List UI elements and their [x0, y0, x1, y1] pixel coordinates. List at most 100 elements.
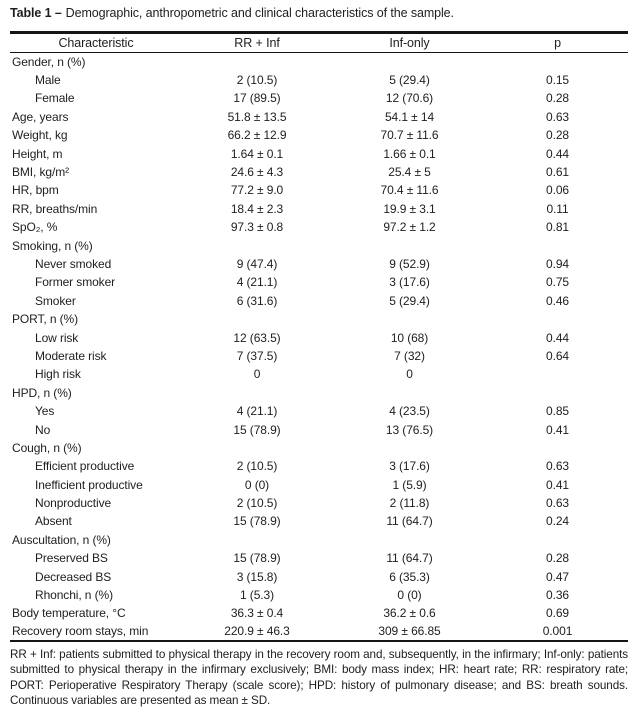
p-value: [487, 236, 628, 254]
row-label: HPD, n (%): [12, 385, 72, 400]
header-row: Characteristic RR + Inf Inf-only p: [10, 32, 628, 53]
column-header-p: p: [487, 32, 628, 53]
row-label: Preserved BS: [35, 551, 108, 566]
row-label: Efficient productive: [35, 459, 135, 474]
row-label: Never smoked: [35, 256, 112, 271]
inf-only-value: [332, 236, 487, 254]
p-value: 0.44: [546, 330, 569, 345]
row-label: Inefficient productive: [35, 477, 143, 492]
rr-inf-value: 3 (15.8): [236, 569, 278, 584]
rr-inf-value: 15 (78.9): [233, 422, 281, 437]
table-row: PORT, n (%): [10, 310, 628, 328]
table-row: Nonproductive 2 (10.5) 2 (11.8) 0.63: [10, 494, 628, 512]
p-value: 0.61: [546, 165, 569, 180]
p-value: 0.28: [546, 91, 569, 106]
rr-inf-value: [182, 531, 332, 549]
inf-only-value: 13 (76.5): [385, 422, 434, 437]
table-row: Low risk 12 (63.5) 10 (68) 0.44: [10, 328, 628, 346]
row-label: Smoker: [35, 293, 76, 308]
p-value: 0.81: [546, 220, 569, 235]
row-label: Auscultation, n (%): [12, 532, 111, 547]
row-label: Yes: [35, 404, 55, 419]
table-row: Female 17 (89.5) 12 (70.6) 0.28: [10, 89, 628, 107]
rr-inf-value: 9 (47.4): [236, 256, 278, 271]
inf-only-value: [332, 310, 487, 328]
p-value: 0.63: [546, 496, 569, 511]
rr-inf-value: 12 (63.5): [233, 330, 281, 345]
row-label: Former smoker: [35, 275, 116, 290]
inf-only-value: 0: [406, 367, 413, 382]
p-value: 0.46: [546, 293, 569, 308]
inf-only-value: 11 (64.7): [386, 551, 433, 566]
table-row: No 15 (78.9) 13 (76.5) 0.41: [10, 420, 628, 438]
p-value: 0.75: [546, 275, 569, 290]
table-row: Absent 15 (78.9) 11 (64.7) 0.24: [10, 512, 628, 530]
inf-only-value: 54.1 ± 14: [384, 109, 435, 124]
rr-inf-value: 24.6 ± 4.3: [230, 165, 284, 180]
rr-inf-value: 7 (37.5): [236, 348, 278, 363]
inf-only-value: 12 (70.6): [385, 91, 434, 106]
p-value: 0.44: [546, 146, 569, 161]
rr-inf-value: 0: [253, 367, 261, 382]
table-row: Efficient productive 2 (10.5) 3 (17.6) 0…: [10, 457, 628, 475]
table-row: Auscultation, n (%): [10, 531, 628, 549]
row-label: BMI, kg/m²: [12, 165, 70, 180]
row-label: Moderate risk: [35, 348, 107, 363]
table-row: Moderate risk 7 (37.5) 7 (32) 0.64: [10, 347, 628, 365]
rr-inf-value: 17 (89.5): [233, 91, 281, 106]
inf-only-value: 5 (29.4): [389, 73, 430, 88]
row-label: RR, breaths/min: [12, 201, 98, 216]
inf-only-value: 3 (17.6): [389, 275, 430, 290]
rr-inf-value: 51.8 ± 13.5: [227, 109, 287, 124]
rr-inf-value: 2 (10.5): [236, 459, 278, 474]
inf-only-value: 309 ± 66.85: [378, 624, 441, 639]
rr-inf-value: [182, 236, 332, 254]
rr-inf-value: 97.3 ± 0.8: [230, 220, 284, 235]
rr-inf-value: [182, 53, 332, 71]
inf-only-value: 36.2 ± 0.6: [383, 606, 436, 621]
rr-inf-value: [182, 439, 332, 457]
inf-only-value: 9 (52.9): [389, 256, 430, 271]
inf-only-value: 5 (29.4): [389, 293, 430, 308]
p-value: 0.24: [546, 514, 569, 529]
table-row: Recovery room stays, min 220.9 ± 46.3 30…: [10, 623, 628, 641]
table-footnote: RR + Inf: patients submitted to physical…: [10, 648, 628, 707]
table-row: Former smoker 4 (21.1) 3 (17.6) 0.75: [10, 273, 628, 291]
table-row: Preserved BS 15 (78.9) 11 (64.7) 0.28: [10, 549, 628, 567]
p-value: 0.28: [546, 551, 569, 566]
p-value: 0.47: [546, 569, 569, 584]
rr-inf-value: 15 (78.9): [233, 514, 281, 529]
row-label: SpO₂, %: [12, 220, 58, 235]
table-row: Rhonchi, n (%) 1 (5.3) 0 (0) 0.36: [10, 586, 628, 604]
inf-only-value: [332, 531, 487, 549]
inf-only-value: 7 (32): [394, 348, 425, 363]
characteristics-table: Characteristic RR + Inf Inf-only p Gende…: [10, 31, 628, 642]
row-label: Cough, n (%): [12, 440, 82, 455]
p-value: [487, 310, 628, 328]
inf-only-value: 19.9 ± 3.1: [383, 201, 436, 216]
row-label: No: [35, 422, 51, 437]
rr-inf-value: 77.2 ± 9.0: [230, 183, 284, 198]
table-row: Gender, n (%): [10, 53, 628, 71]
table-row: RR, breaths/min 18.4 ± 2.3 19.9 ± 3.1 0.…: [10, 200, 628, 218]
row-label: HR, bpm: [12, 183, 59, 198]
p-value: 0.69: [546, 606, 569, 621]
table-row: Inefficient productive 0 (0) 1 (5.9) 0.4…: [10, 475, 628, 493]
p-value: [487, 531, 628, 549]
table-row: Body temperature, °C 36.3 ± 0.4 36.2 ± 0…: [10, 604, 628, 622]
rr-inf-value: 1.64 ± 0.1: [230, 146, 284, 161]
rr-inf-value: 1 (5.3): [240, 588, 274, 603]
row-label: Smoking, n (%): [12, 238, 93, 253]
row-label: High risk: [35, 367, 81, 382]
inf-only-value: [332, 384, 487, 402]
p-value: [487, 439, 628, 457]
inf-only-value: 3 (17.6): [389, 459, 430, 474]
p-value: 0.63: [546, 459, 569, 474]
inf-only-value: 1.66 ± 0.1: [383, 146, 436, 161]
rr-inf-value: 2 (10.5): [236, 496, 278, 511]
rr-inf-value: [182, 384, 332, 402]
inf-only-value: 1 (5.9): [392, 477, 427, 492]
row-label: Low risk: [35, 330, 79, 345]
p-value: 0.11: [546, 201, 569, 216]
rr-inf-value: 36.3 ± 0.4: [230, 606, 284, 621]
